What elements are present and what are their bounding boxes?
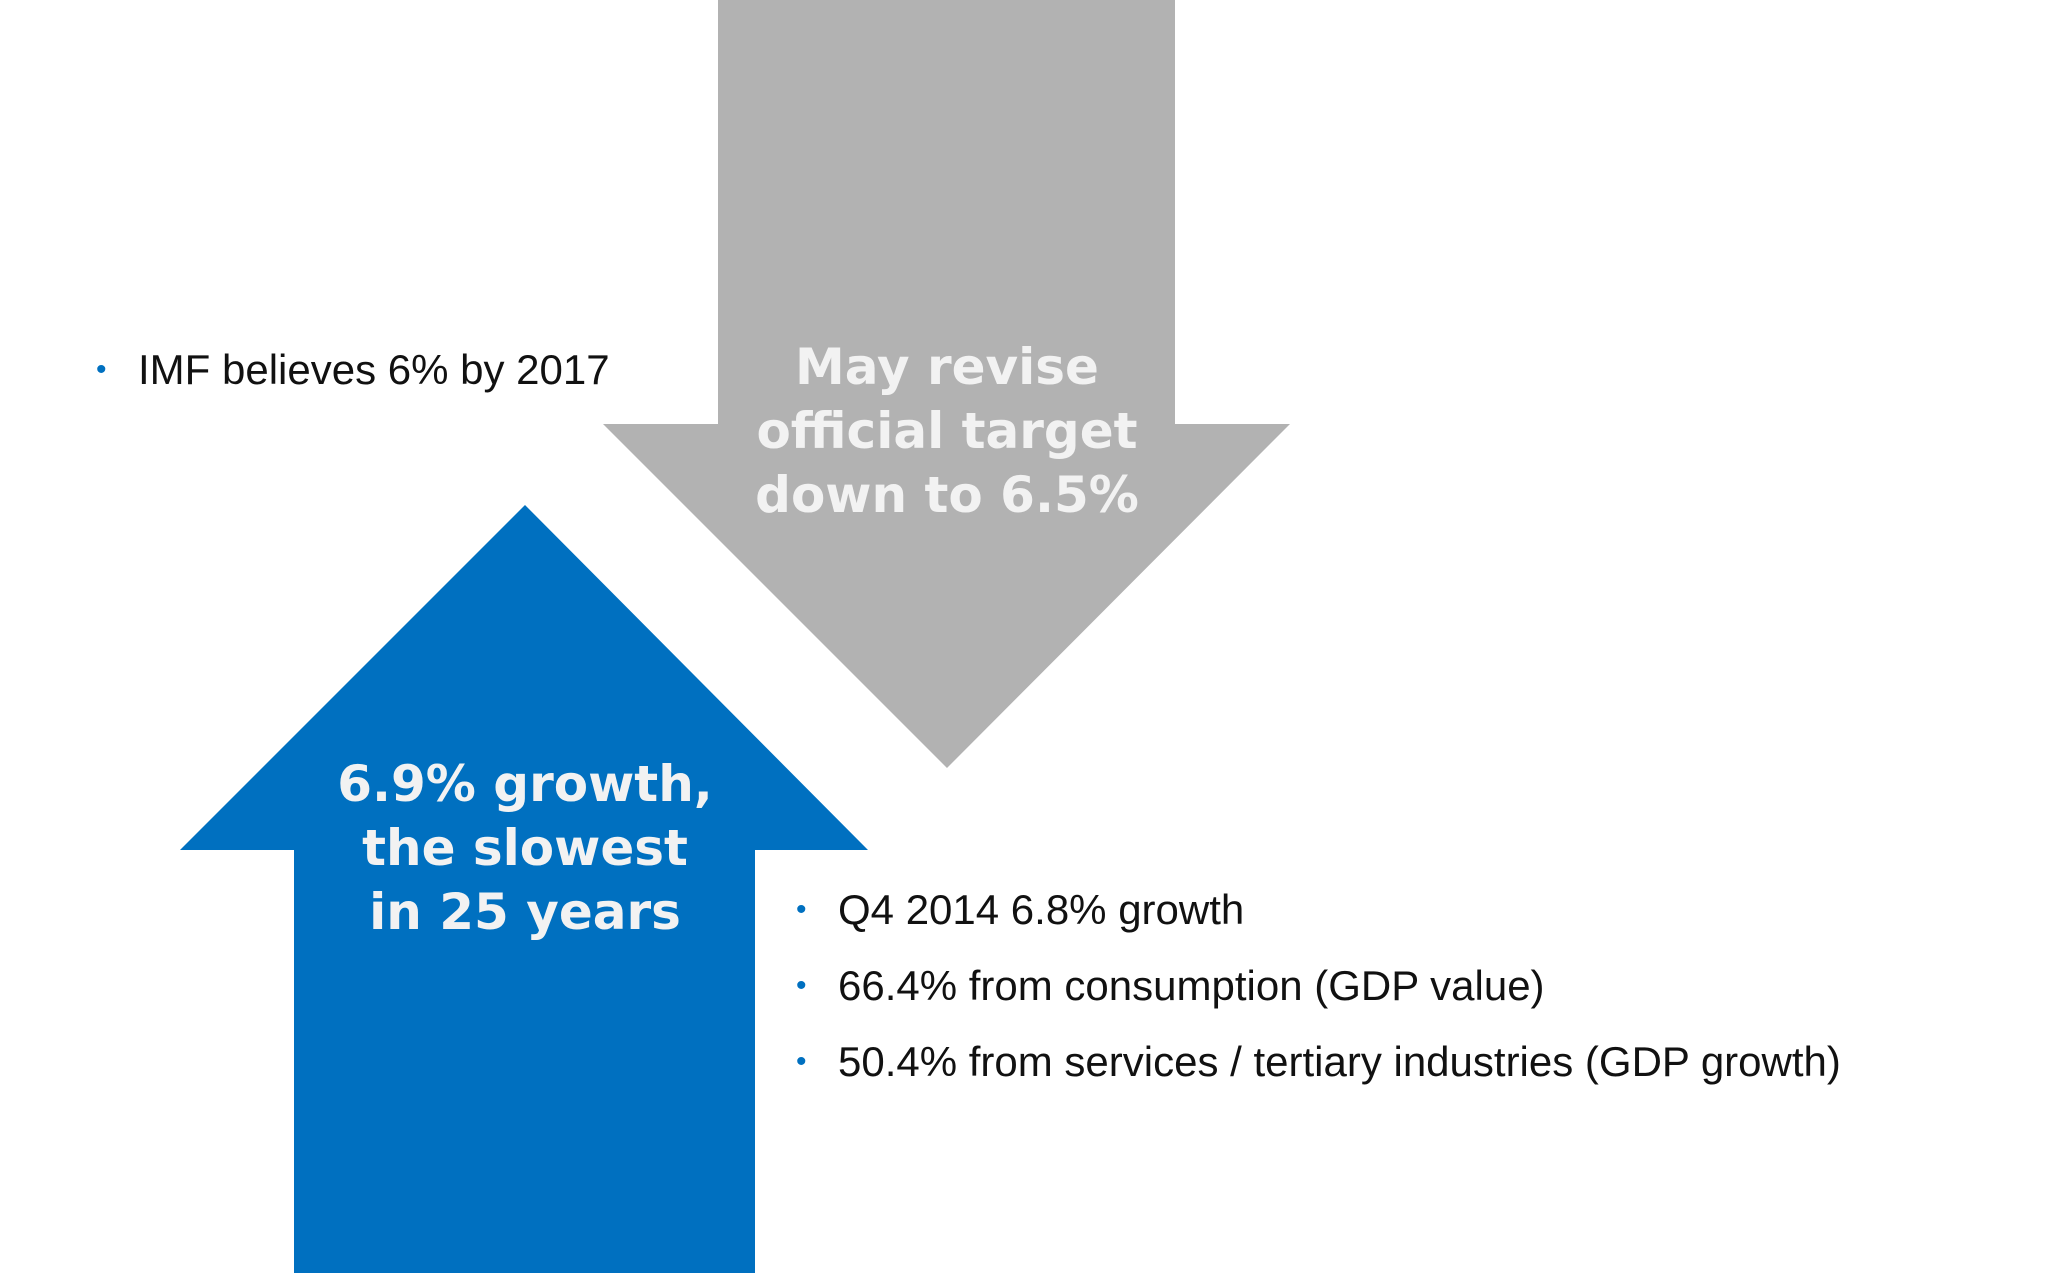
right-bullet-item: • Q4 2014 6.8% growth bbox=[796, 885, 1244, 935]
down-arrow-shape bbox=[603, 0, 1290, 768]
bullet-icon: • bbox=[96, 353, 107, 386]
bullet-text: IMF believes 6% by 2017 bbox=[138, 346, 610, 393]
up-arrow-line: the slowest bbox=[362, 819, 688, 877]
bullet-text: 66.4% from consumption (GDP value) bbox=[838, 962, 1545, 1009]
right-bullet-item: • 50.4% from services / tertiary industri… bbox=[796, 1037, 1841, 1087]
bullet-icon: • bbox=[796, 1045, 807, 1078]
bullet-icon: • bbox=[796, 893, 807, 926]
up-arrow-line: in 25 years bbox=[369, 883, 681, 941]
down-arrow-line: down to 6.5% bbox=[755, 466, 1139, 524]
bullet-text: 50.4% from services / tertiary industrie… bbox=[838, 1038, 1841, 1085]
down-arrow-line: official target bbox=[756, 402, 1138, 460]
up-arrow-shape bbox=[180, 505, 868, 1273]
bullet-text: Q4 2014 6.8% growth bbox=[838, 886, 1245, 933]
right-bullet-item: • 66.4% from consumption (GDP value) bbox=[796, 961, 1545, 1011]
bullet-icon: • bbox=[796, 969, 807, 1002]
down-arrow-label: May revise official target down to 6.5% bbox=[755, 335, 1139, 527]
down-arrow-line: May revise bbox=[795, 338, 1099, 396]
up-arrow-label: 6.9% growth, the slowest in 25 years bbox=[337, 752, 713, 944]
up-arrow-line: 6.9% growth, bbox=[337, 755, 713, 813]
left-bullet-item: • IMF believes 6% by 2017 bbox=[96, 345, 610, 395]
